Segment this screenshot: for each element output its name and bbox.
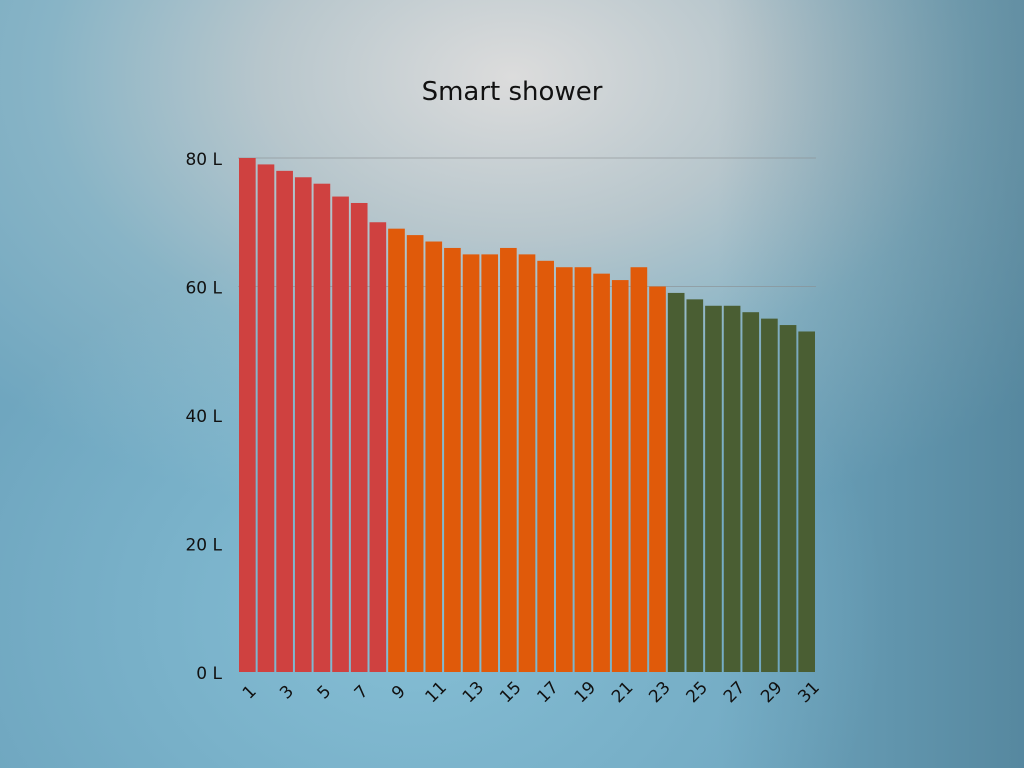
x-tick-label: 3 [276, 682, 298, 704]
bar-23 [649, 286, 666, 672]
y-tick-label: 0 L [196, 664, 222, 684]
y-tick-label: 40 L [185, 407, 222, 427]
x-tick-label: 31 [794, 678, 823, 707]
y-axis-ticks: 0 L 20 L 40 L 60 L 80 L [185, 150, 222, 684]
x-tick-label: 17 [533, 678, 562, 707]
bar-31 [798, 331, 815, 672]
bar-25 [686, 299, 704, 672]
x-tick-label: 15 [496, 678, 525, 707]
bar-7 [350, 202, 368, 673]
bar-4 [294, 177, 312, 672]
x-axis-ticks: 1 3 5 7 9 11 13 15 17 19 21 23 25 27 29 31 [239, 678, 824, 707]
bars [239, 158, 815, 673]
bar-24 [667, 292, 685, 672]
bar-15 [500, 247, 517, 672]
bar-26 [705, 305, 722, 672]
chart-title: Smart shower [422, 77, 603, 107]
bar-2 [257, 164, 275, 673]
x-tick-label: 19 [571, 678, 600, 707]
bar-11 [425, 241, 443, 672]
bar-30 [779, 325, 797, 672]
bar-8 [369, 222, 387, 672]
bar-1 [239, 158, 256, 672]
bar-17 [537, 260, 554, 672]
y-tick-label: 80 L [185, 150, 222, 170]
bar-22 [630, 267, 648, 672]
bar-21 [611, 280, 629, 672]
bar-14 [481, 254, 499, 673]
bar-6 [332, 196, 349, 673]
x-tick-label: 29 [757, 678, 786, 707]
x-tick-label: 25 [683, 678, 712, 707]
bar-3 [276, 170, 293, 672]
y-tick-label: 20 L [185, 536, 222, 556]
x-tick-label: 9 [388, 682, 410, 704]
x-tick-label: 13 [459, 678, 488, 707]
bar-10 [406, 235, 424, 672]
bar-18 [555, 267, 573, 672]
x-tick-label: 27 [720, 678, 749, 707]
x-tick-label: 7 [351, 682, 373, 704]
bar-12 [444, 247, 461, 672]
bar-16 [518, 254, 536, 673]
x-tick-label: 21 [608, 678, 637, 707]
bar-5 [313, 183, 331, 672]
bar-20 [593, 273, 610, 672]
y-tick-label: 60 L [185, 279, 222, 299]
bar-28 [742, 312, 760, 672]
bar-13 [462, 254, 480, 673]
x-tick-label: 5 [313, 682, 335, 704]
bar-27 [723, 305, 741, 672]
bar-9 [388, 228, 405, 673]
x-tick-label: 1 [239, 682, 261, 704]
bar-29 [761, 318, 778, 673]
x-tick-label: 23 [645, 678, 674, 707]
x-tick-label: 11 [422, 678, 451, 707]
bar-19 [574, 267, 592, 672]
